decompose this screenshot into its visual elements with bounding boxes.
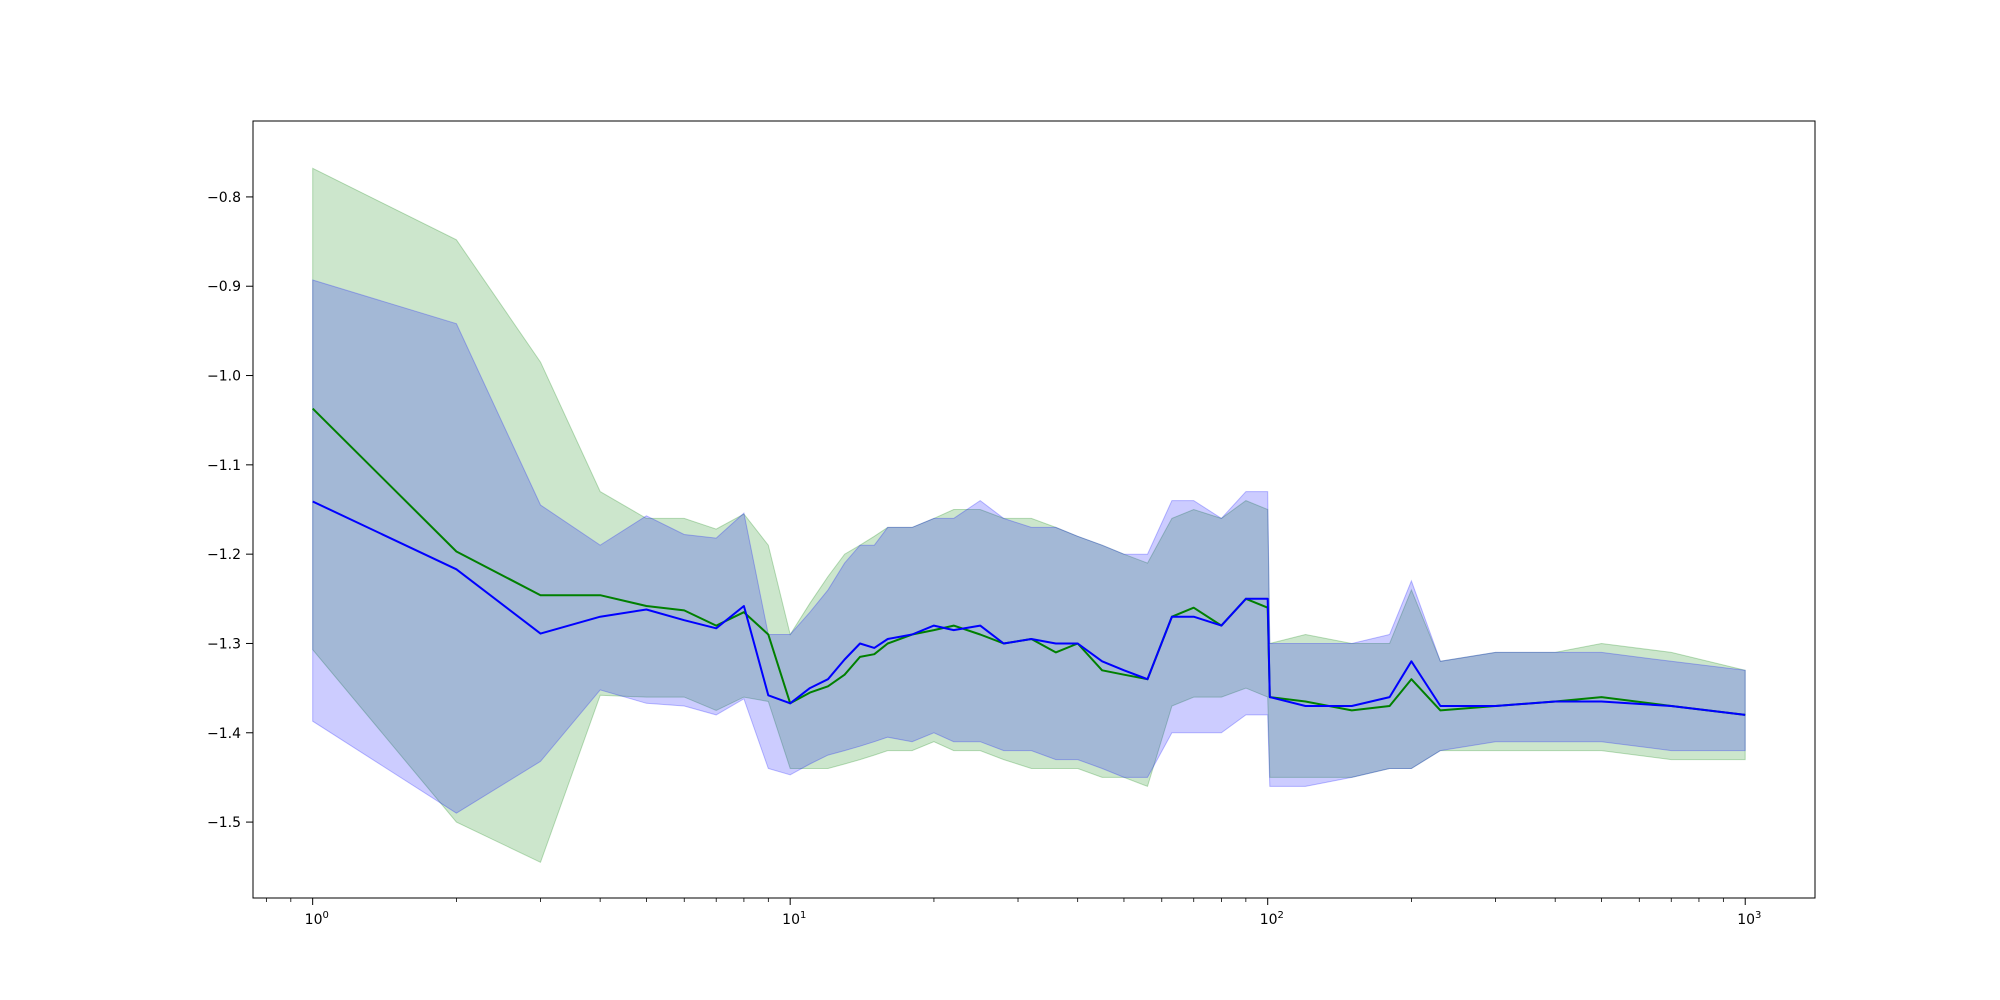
y-tick-label-6: −1.4 <box>207 726 241 742</box>
confidence-bands <box>312 167 1746 863</box>
y-tick-label-1: −0.9 <box>207 279 241 295</box>
plot-frame <box>252 120 1816 899</box>
x-axis: 100 101 102 103 <box>265 898 1761 928</box>
y-tick-label-2: −1.0 <box>207 369 241 385</box>
y-tick-label-7: −1.5 <box>207 815 241 831</box>
series-lines <box>311 407 1746 716</box>
series-2-band <box>312 279 1746 814</box>
series-2-line <box>312 500 1746 716</box>
y-axis: −0.8 −0.9 −1.0 −1.1 −1.2 −1.3 −1.4 −1.5 <box>207 190 253 831</box>
x-tick-label-1: 101 <box>782 910 806 928</box>
x-tick-label-2: 102 <box>1260 910 1284 928</box>
y-tick-label-3: −1.1 <box>207 458 241 474</box>
y-tick-label-4: −1.2 <box>207 547 241 563</box>
x-tick-label-3: 103 <box>1737 910 1761 928</box>
y-tick-label-0: −0.8 <box>207 190 241 206</box>
series-1-band <box>312 167 1746 863</box>
y-tick-label-5: −1.3 <box>207 636 241 652</box>
x-tick-label-0: 100 <box>305 910 329 928</box>
